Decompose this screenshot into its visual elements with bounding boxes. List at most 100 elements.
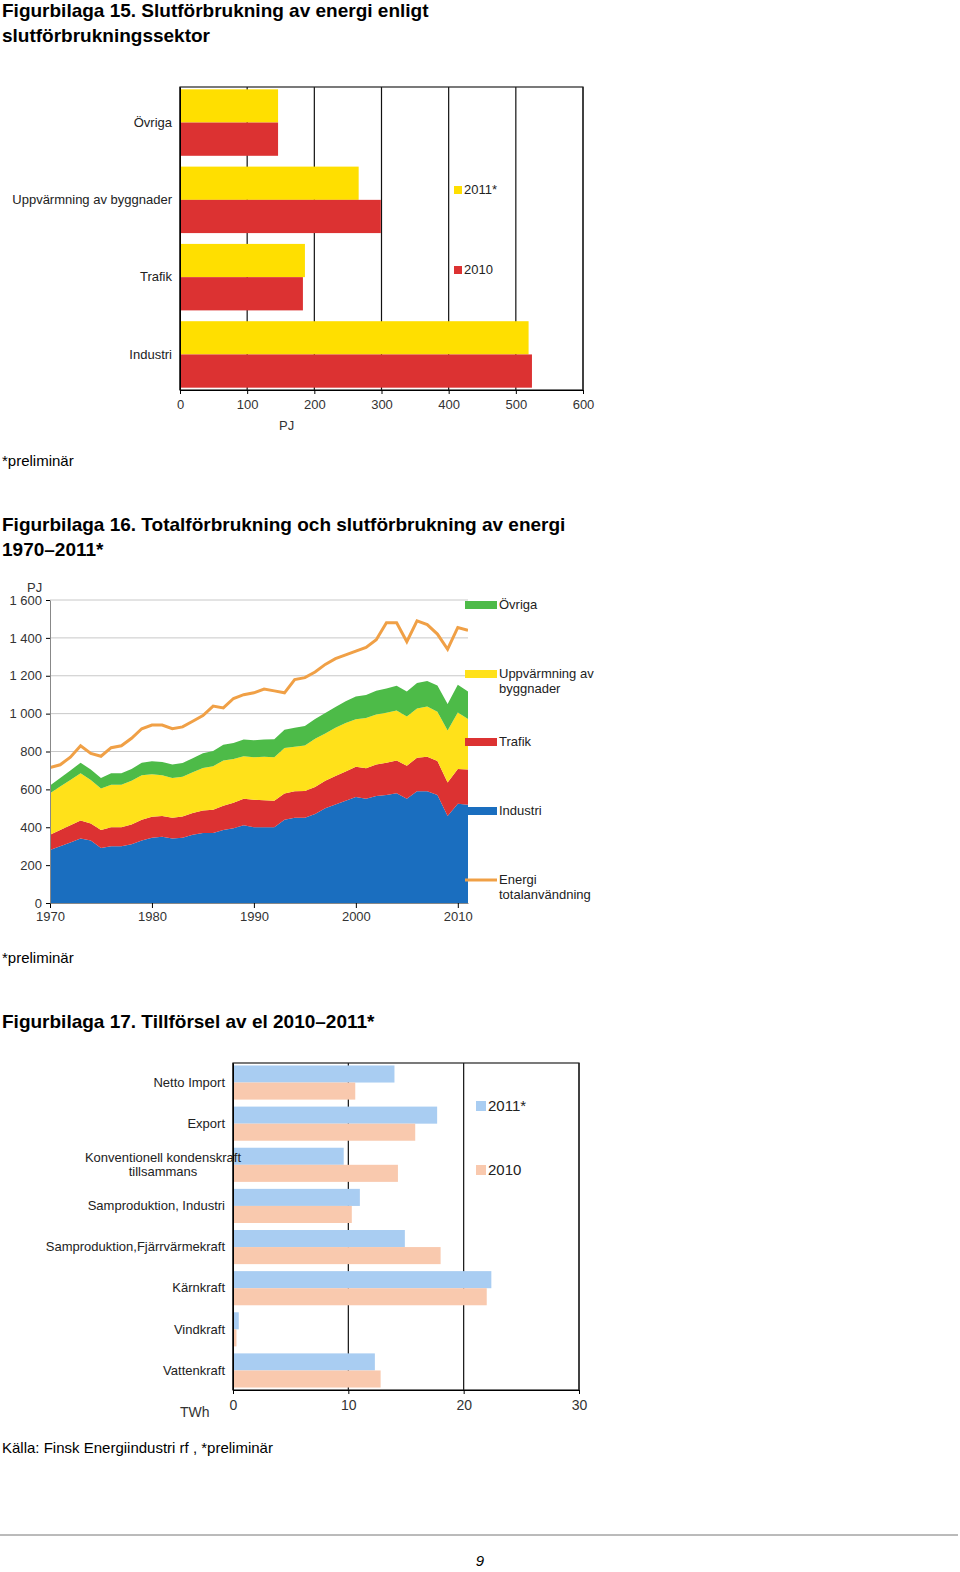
chart-title: Figurbilaga 17. Tillförsel av el 2010–20…: [2, 1011, 375, 1032]
y-tick-label: 600: [20, 782, 42, 797]
legend-swatch: [465, 738, 497, 746]
x-tick: 30: [572, 1390, 588, 1413]
bar: [180, 277, 303, 310]
x-tick-mark: [50, 903, 51, 908]
y-tick-label: 800: [20, 744, 42, 759]
x-tick-mark: [516, 390, 517, 394]
grid: [180, 87, 583, 390]
x-axis-line: [51, 903, 469, 904]
y-axis: Netto Import Export Konventionell kondensk…: [46, 1064, 242, 1391]
y-tick: 800: [20, 744, 50, 759]
y-tick-label: 1 400: [9, 631, 42, 646]
y-tick: Samproduktion, Industri: [88, 1198, 233, 1213]
y-tick: Export: [187, 1116, 233, 1131]
bars: [233, 1065, 491, 1387]
legend-swatch: [465, 879, 497, 882]
legend-label: Industri: [499, 803, 542, 818]
y-tick-label: 400: [20, 820, 42, 835]
x-tick: 1990: [240, 903, 269, 924]
y-tick-label: 1 200: [9, 668, 42, 683]
x-tick-mark: [180, 390, 181, 394]
x-tick: 500: [505, 390, 527, 412]
x-tick-mark: [579, 1390, 580, 1394]
legend-swatch: [476, 1101, 486, 1111]
x-axis-title: TWh: [180, 1404, 210, 1420]
x-tick-label: 10: [341, 1397, 357, 1413]
grid-line: [463, 1063, 464, 1390]
y-axis-line: [180, 88, 181, 391]
bar: [233, 1124, 415, 1141]
legend-entry: Trafik: [465, 734, 532, 749]
legend-entry: Övriga: [465, 597, 538, 612]
note: *preliminär: [2, 452, 74, 469]
y-tick-label: Trafik: [140, 269, 173, 284]
legend-entry: Industri: [465, 803, 542, 818]
bar: [233, 1247, 441, 1264]
y-axis: 02004006008001 0001 2001 4001 600: [9, 593, 50, 911]
x-tick: 1980: [138, 903, 167, 924]
y-axis: ÖvrigaUppvärmning av byggnaderTrafikIndu…: [12, 88, 180, 391]
y-tick: Övriga: [134, 115, 180, 130]
grid-line: [50, 675, 468, 676]
bar: [180, 89, 278, 122]
y-tick-mark: [46, 903, 50, 904]
bar: [233, 1271, 491, 1288]
chart-title: Figurbilaga 16. Totalförbrukning och slu…: [2, 514, 565, 560]
bar: [233, 1230, 405, 1247]
x-axis-line: [234, 1391, 580, 1395]
legend-label: Trafik: [499, 734, 532, 749]
plot-frame: [233, 1063, 579, 1390]
x-tick: 0: [230, 1390, 238, 1413]
x-tick: 200: [304, 390, 326, 412]
bar: [180, 244, 305, 277]
y-tick-label: Vindkraft: [174, 1321, 225, 1336]
y-tick: 1 400: [9, 631, 50, 646]
x-tick: 10: [341, 1390, 357, 1413]
y-tick: Vattenkraft: [163, 1363, 233, 1378]
y-tick: Netto Import: [153, 1075, 233, 1090]
x-tick: 300: [371, 390, 393, 412]
x-tick-label: 100: [237, 397, 259, 412]
y-axis-title: PJ: [27, 580, 42, 595]
x-tick-mark: [583, 390, 584, 394]
area: [50, 707, 468, 835]
line: [50, 621, 468, 768]
y-tick-mark: [46, 789, 50, 790]
x-tick-mark: [152, 903, 153, 908]
bar: [180, 321, 529, 354]
note: Källa: Finsk Energiindustri rf , *prelim…: [2, 1439, 273, 1456]
x-tick-label: 500: [505, 397, 527, 412]
plot-background: [233, 1063, 579, 1390]
y-tick-label: Övriga: [134, 115, 173, 130]
y-tick-mark: [46, 638, 50, 639]
x-tick-label: 600: [573, 397, 595, 412]
y-tick: Konventionell kondenskrafttillsammans: [85, 1150, 241, 1179]
y-tick: Uppvärmning av byggnader: [12, 192, 180, 207]
bar: [233, 1083, 355, 1100]
legend-label: 2011*: [488, 1097, 526, 1114]
bar: [233, 1370, 381, 1387]
bar: [233, 1065, 394, 1082]
legend-label: 2010: [488, 1161, 521, 1178]
note: *preliminär: [2, 949, 74, 966]
bar: [180, 167, 359, 200]
y-tick-label: Samproduktion,Fjärrvärmekraft: [46, 1239, 226, 1254]
y-tick: 600: [20, 782, 50, 797]
x-tick: 400: [438, 390, 460, 412]
y-tick: Samproduktion,Fjärrvärmekraft: [46, 1239, 233, 1254]
grid: [233, 1063, 579, 1390]
title-group: Figurbilaga 17. Tillförsel av el 2010–20…: [2, 1011, 375, 1032]
area: [50, 681, 468, 793]
y-axis-line: [233, 1064, 234, 1391]
y-tick: Vindkraft: [174, 1321, 233, 1336]
legend: ÖvrigaUppvärmning avbyggnaderTrafikIndus…: [465, 597, 594, 902]
y-tick-label: Samproduktion, Industri: [88, 1198, 225, 1213]
bar: [233, 1165, 398, 1182]
x-tick: 0: [177, 390, 184, 412]
bar: [233, 1148, 344, 1165]
x-tick-mark: [348, 1390, 349, 1394]
chart: 0 100 200 300 400 500 600 Övriga Uppvärmning av …: [12, 87, 594, 433]
plot-frame: [180, 87, 583, 390]
y-tick-label: 200: [20, 858, 42, 873]
x-tick-label: 20: [456, 1397, 472, 1413]
